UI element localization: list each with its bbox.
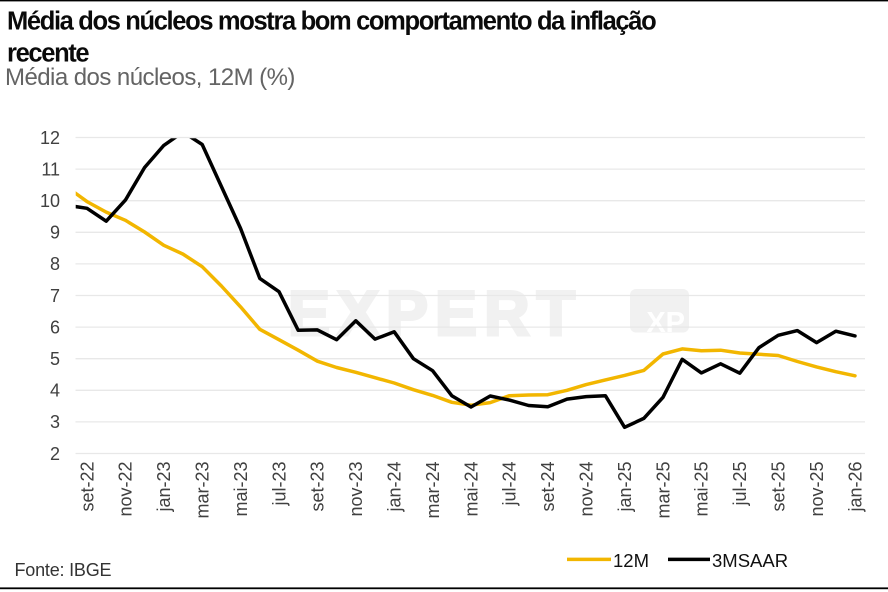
svg-text:11: 11 bbox=[41, 159, 60, 179]
svg-text:12M: 12M bbox=[613, 550, 649, 571]
svg-text:recente: recente bbox=[7, 40, 89, 68]
svg-text:3MSAAR: 3MSAAR bbox=[712, 550, 788, 571]
svg-text:mai-23: mai-23 bbox=[231, 462, 251, 517]
svg-text:mar-24: mar-24 bbox=[423, 462, 443, 519]
svg-text:mai-24: mai-24 bbox=[461, 462, 481, 517]
svg-text:jan-23: jan-23 bbox=[154, 462, 174, 513]
svg-text:jul-23: jul-23 bbox=[269, 462, 289, 507]
svg-text:nov-25: nov-25 bbox=[807, 462, 827, 517]
svg-text:10: 10 bbox=[40, 191, 60, 211]
svg-text:set-22: set-22 bbox=[77, 462, 97, 512]
svg-text:set-25: set-25 bbox=[769, 462, 789, 512]
svg-text:jan-26: jan-26 bbox=[845, 462, 865, 513]
svg-text:9: 9 bbox=[50, 223, 60, 243]
svg-text:mar-25: mar-25 bbox=[653, 462, 673, 519]
svg-text:mai-25: mai-25 bbox=[692, 462, 712, 517]
svg-text:12: 12 bbox=[40, 128, 60, 148]
svg-text:Média dos núcleos, 12M (%): Média dos núcleos, 12M (%) bbox=[5, 64, 295, 91]
svg-text:set-24: set-24 bbox=[538, 462, 558, 512]
svg-text:nov-22: nov-22 bbox=[116, 462, 136, 517]
svg-text:nov-24: nov-24 bbox=[577, 462, 597, 517]
svg-text:Média dos núcleos mostra bom c: Média dos núcleos mostra bom comportamen… bbox=[7, 8, 656, 36]
svg-text:nov-23: nov-23 bbox=[346, 462, 366, 517]
svg-text:jul-25: jul-25 bbox=[730, 462, 750, 507]
svg-text:XP: XP bbox=[646, 307, 685, 339]
svg-text:3: 3 bbox=[50, 412, 60, 432]
svg-text:jan-24: jan-24 bbox=[385, 462, 405, 513]
svg-text:6: 6 bbox=[50, 317, 60, 337]
svg-text:jul-24: jul-24 bbox=[500, 462, 520, 507]
svg-text:mar-23: mar-23 bbox=[193, 462, 213, 519]
svg-text:8: 8 bbox=[50, 254, 60, 274]
svg-text:jan-25: jan-25 bbox=[615, 462, 635, 513]
svg-text:Fonte: IBGE: Fonte: IBGE bbox=[15, 560, 112, 580]
svg-text:7: 7 bbox=[50, 286, 60, 306]
svg-text:4: 4 bbox=[50, 381, 60, 401]
svg-text:2: 2 bbox=[50, 444, 60, 464]
svg-text:set-23: set-23 bbox=[308, 462, 328, 512]
svg-text:5: 5 bbox=[50, 349, 60, 369]
